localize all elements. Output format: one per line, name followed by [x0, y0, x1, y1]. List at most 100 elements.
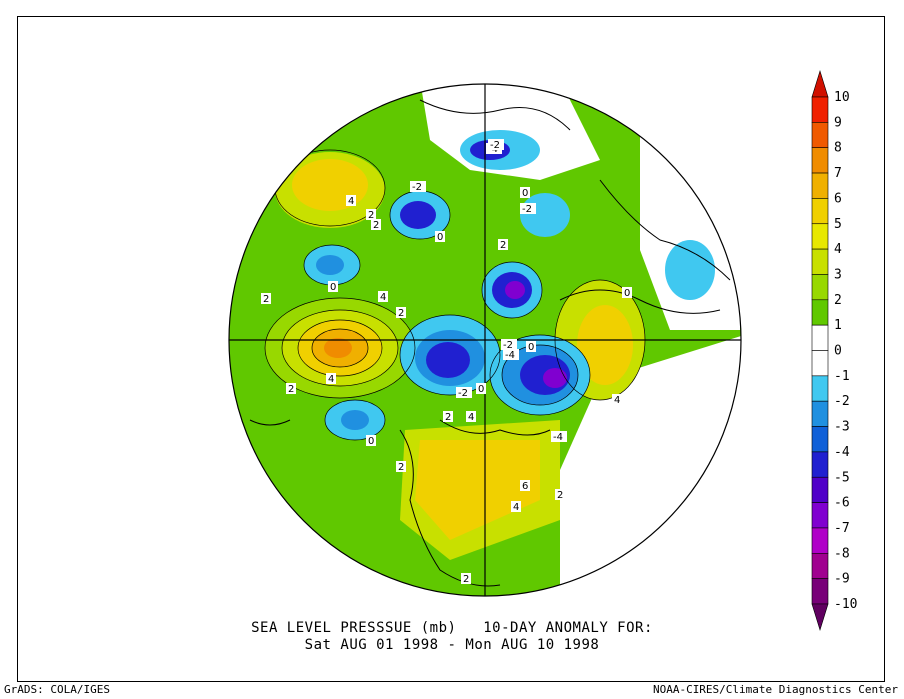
- colorbar-swatch: [811, 198, 829, 225]
- colorbar-tick-label: 8: [834, 141, 842, 156]
- contour-label: 2: [398, 462, 404, 473]
- map-title-line1: SEA LEVEL PRESSSUE (mb) 10-DAY ANOMALY F…: [251, 620, 653, 636]
- colorbar-swatch: [811, 324, 829, 351]
- colorbar-tick-label: 7: [834, 166, 842, 181]
- contour-label: -2: [458, 388, 468, 399]
- contour-label: 2: [398, 308, 404, 319]
- contour-label: 4: [380, 292, 386, 303]
- colorbar-tick-label: -7: [834, 521, 850, 536]
- colorbar-tick-label: 2: [834, 293, 842, 308]
- colorbar-tick-label: -3: [834, 420, 850, 435]
- contour-label-bg: [555, 489, 565, 500]
- contour-label: 2: [445, 412, 451, 423]
- contour-label-bg: [443, 411, 453, 422]
- contour-label-bg: [503, 349, 519, 360]
- contour-label-bg: [520, 187, 530, 198]
- map-title-line2: Sat AUG 01 1998 - Mon AUG 10 1998: [304, 637, 600, 653]
- contour-label: 2: [463, 574, 469, 585]
- contour-label: 2: [288, 384, 294, 395]
- colorbar-tick-label: 4: [834, 242, 842, 257]
- contour-label-bg: [371, 219, 381, 230]
- contour-label: -2: [490, 140, 500, 151]
- colorbar-tick-label: 9: [834, 115, 842, 130]
- contour-label-bg: [261, 293, 271, 304]
- colorbar-swatch: [811, 122, 829, 148]
- plot-frame: [17, 16, 885, 682]
- contour-label-bg: [476, 383, 486, 394]
- colorbar-swatch: [811, 96, 829, 123]
- contour-label-bg: [366, 209, 376, 220]
- contour-label: -2: [412, 182, 422, 193]
- contour-label: 4: [614, 395, 620, 406]
- contour-label-bg: [501, 339, 517, 350]
- colorbar-tick-label: -6: [834, 496, 850, 511]
- contour-label-bg: [551, 431, 567, 442]
- contour-label: 0: [624, 288, 630, 299]
- contour-label: 4: [328, 374, 334, 385]
- anomaly-field: [229, 84, 741, 596]
- contour-label: 2: [557, 490, 563, 501]
- contour-label: 2: [500, 240, 506, 251]
- contour-label: 2: [373, 220, 379, 231]
- footer-credit-left: GrADS: COLA/IGES: [4, 683, 110, 696]
- colorbar-swatch: [811, 299, 829, 326]
- contour-label: 0: [368, 436, 374, 447]
- colorbar-swatch: [811, 552, 829, 579]
- contour-label: 6: [522, 481, 528, 492]
- contour-label-bg: [326, 373, 336, 384]
- colorbar-tick-label: -10: [834, 597, 857, 612]
- contour-label-bg: [396, 307, 406, 318]
- colorbar-tick-label: -5: [834, 470, 850, 485]
- colorbar-swatch: [811, 147, 829, 174]
- contour-label-bg: [396, 461, 406, 472]
- contour-label: 4: [348, 196, 354, 207]
- colorbar-swatch: [811, 476, 829, 503]
- contour-label: -4: [505, 350, 515, 361]
- contour-label-bg: [488, 139, 504, 150]
- colorbar-swatch: [811, 426, 829, 453]
- contour-label-bg: [378, 291, 388, 302]
- colorbar-swatch: [811, 502, 829, 529]
- contour-label: 0: [478, 384, 484, 395]
- contour-label-bg: [456, 387, 472, 398]
- contour-label: 4: [468, 412, 474, 423]
- colorbar-tick-label: 0: [834, 344, 842, 359]
- colorbar-top-arrow: [811, 69, 829, 98]
- contour-label-bg: [520, 203, 536, 214]
- colorbar-tick-label: 1: [834, 318, 842, 333]
- contour-label-bg: [346, 195, 356, 206]
- colorbar-tick-label: 3: [834, 267, 842, 282]
- contour-label-bg: [328, 281, 338, 292]
- contour-label-bg: [498, 239, 508, 250]
- contour-label-bg: [612, 394, 622, 405]
- colorbar-swatch: [811, 451, 829, 478]
- colorbar-swatch: [811, 578, 829, 605]
- colorbar-tick-label: 10: [834, 90, 850, 105]
- colorbar-tick-label: -9: [834, 572, 850, 587]
- contour-label: -4: [553, 432, 563, 443]
- colorbar-swatch: [811, 274, 829, 301]
- colorbar-tick-label: -4: [834, 445, 850, 460]
- contour-label-bg: [366, 435, 376, 446]
- colorbar-swatch: [811, 527, 829, 554]
- contour-label: 0: [330, 282, 336, 293]
- colorbar-tick-label: -1: [834, 369, 850, 384]
- colorbar-bottom-arrow: [811, 603, 829, 632]
- contour-label-bg: [622, 287, 632, 298]
- footer-credit-right: NOAA-CIRES/Climate Diagnostics Center: [652, 683, 898, 696]
- contour-label: 2: [263, 294, 269, 305]
- contour-label-bg: [520, 480, 530, 491]
- contour-label: 4: [513, 502, 519, 513]
- colorbar-swatch: [811, 350, 829, 377]
- colorbar-tick-label: 6: [834, 191, 842, 206]
- contour-label: 0: [522, 188, 528, 199]
- contour-label-bg: [286, 383, 296, 394]
- colorbar-swatch: [811, 248, 829, 275]
- colorbar-tick-label: 5: [834, 217, 842, 232]
- contour-label-bg: [410, 181, 426, 192]
- contour-label-bg: [526, 341, 536, 352]
- colorbar-tick-label: -8: [834, 546, 850, 561]
